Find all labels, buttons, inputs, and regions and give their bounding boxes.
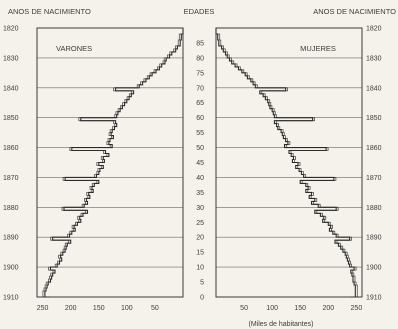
age-tick-60: 60: [196, 115, 204, 122]
age-tick-65: 65: [196, 100, 204, 107]
year-tick-left-1870: 1870: [3, 175, 19, 182]
panel-title-mujeres: MUJERES: [300, 44, 336, 53]
year-tick-left-1860: 1860: [3, 145, 19, 152]
age-tick-40: 40: [196, 175, 204, 182]
year-tick-right-1870: 1870: [366, 175, 382, 182]
year-tick-left-1900: 1900: [3, 265, 19, 272]
axis-ticks: 1820 1820 1830 1830 1840 1840 1850 1850 1860 1860…: [3, 26, 382, 313]
age-tick-55: 55: [196, 130, 204, 137]
year-tick-right-1890: 1890: [366, 235, 382, 242]
left-panel-frame: [36, 27, 184, 298]
x-tick-left-50: 50: [151, 305, 159, 312]
age-tick-80: 80: [196, 55, 204, 62]
x-tick-left-100: 100: [121, 305, 133, 312]
age-tick-30: 30: [196, 205, 204, 212]
age-tick-5: 5: [200, 280, 204, 287]
year-tick-left-1850: 1850: [3, 115, 19, 122]
age-tick-35: 35: [196, 190, 204, 197]
year-tick-right-1830: 1830: [366, 55, 382, 62]
x-tick-right-200: 200: [322, 305, 334, 312]
left-top-label: ANOS DE NACIMIENTO: [8, 7, 91, 16]
age-tick-20: 20: [196, 235, 204, 242]
x-tick-right-250: 250: [351, 305, 363, 312]
age-tick-10: 10: [196, 265, 204, 272]
age-tick-15: 15: [196, 250, 204, 257]
age-tick-45: 45: [196, 160, 204, 167]
age-tick-25: 25: [196, 220, 204, 227]
x-tick-left-200: 200: [65, 305, 77, 312]
x-tick-right-100: 100: [266, 305, 278, 312]
year-tick-left-1890: 1890: [3, 235, 19, 242]
year-tick-right-1860: 1860: [366, 145, 382, 152]
x-tick-left-150: 150: [93, 305, 105, 312]
year-tick-right-1910: 1910: [366, 295, 382, 302]
right-panel-frame: [215, 27, 363, 298]
series-varones: [44, 28, 184, 298]
year-tick-right-1850: 1850: [366, 115, 382, 122]
center-top-label: EDADES: [184, 7, 215, 16]
x-tick-right-150: 150: [294, 305, 306, 312]
year-tick-right-1880: 1880: [366, 205, 382, 212]
year-tick-right-1820: 1820: [366, 26, 382, 33]
x-tick-left-250: 250: [37, 305, 49, 312]
series-mujeres-inner-stroke: [215, 28, 358, 298]
age-tick-50: 50: [196, 145, 204, 152]
year-tick-right-1900: 1900: [366, 265, 382, 272]
year-tick-left-1840: 1840: [3, 85, 19, 92]
year-tick-left-1910: 1910: [3, 295, 19, 302]
year-tick-right-1840: 1840: [366, 85, 382, 92]
panel-title-varones: VARONES: [56, 44, 92, 53]
series-varones-inner-stroke: [42, 28, 184, 298]
x-tick-right-50: 50: [240, 305, 248, 312]
age-tick-85: 85: [196, 40, 204, 47]
age-tick-0: 0: [200, 295, 204, 302]
right-top-label: ANOS DE NACIMIENTO: [313, 7, 396, 16]
bottom-label: (Miles de habitantes): [249, 321, 314, 328]
series-mujeres: [215, 28, 356, 298]
age-tick-75: 75: [196, 70, 204, 77]
year-tick-left-1830: 1830: [3, 55, 19, 62]
year-tick-left-1820: 1820: [3, 26, 19, 33]
pyramid-curves: [42, 28, 358, 298]
age-tick-70: 70: [196, 85, 204, 92]
year-tick-left-1880: 1880: [3, 205, 19, 212]
